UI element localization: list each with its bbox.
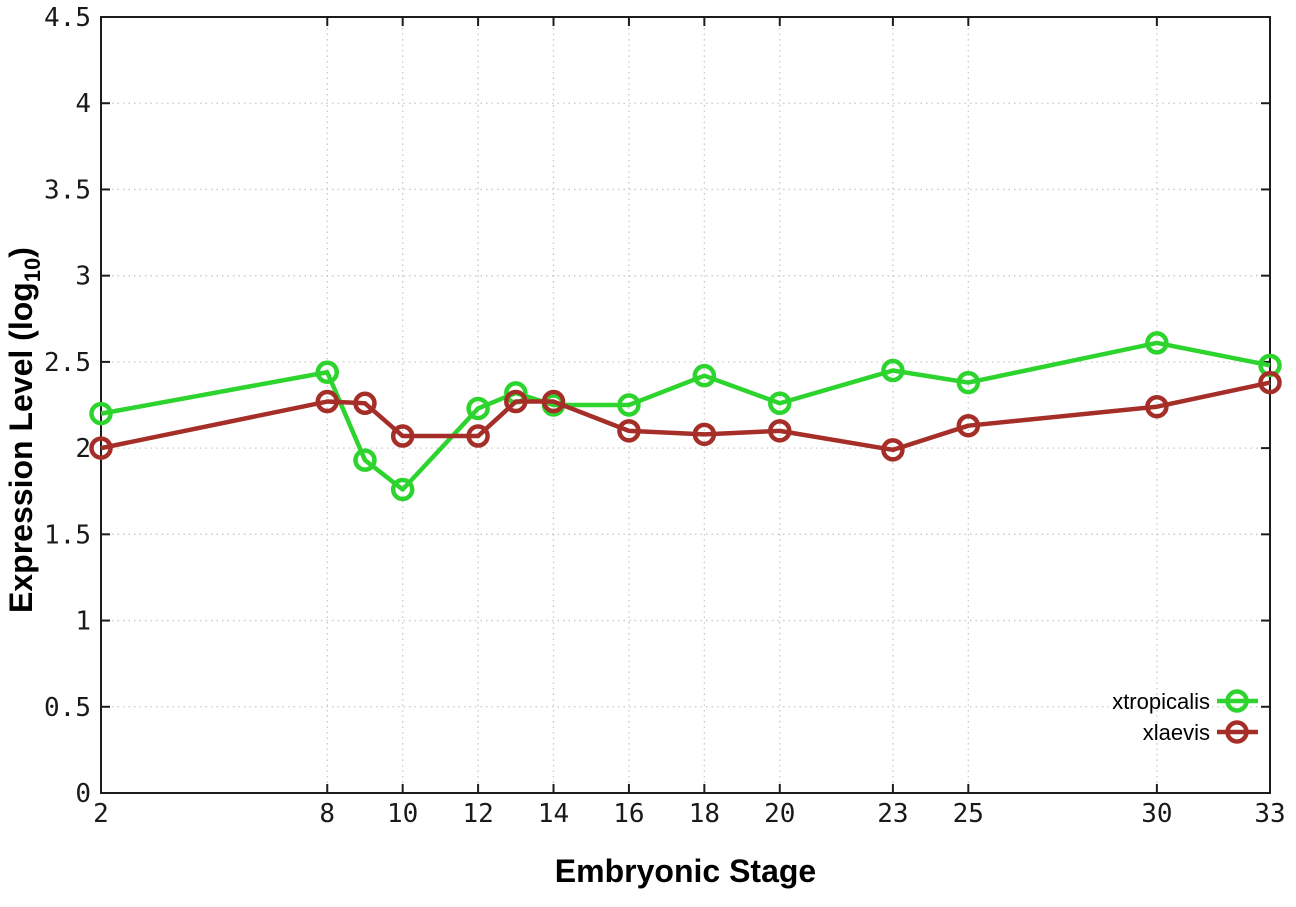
data-point-marker	[390, 477, 415, 502]
x-tick-label: 20	[764, 799, 795, 829]
data-point-marker	[89, 436, 113, 460]
y-tick-label: 0	[75, 779, 91, 809]
y-tick-label: 3	[75, 262, 91, 292]
x-tick-label: 8	[319, 799, 335, 829]
data-point-marker	[541, 389, 566, 414]
x-tick-label: 14	[538, 799, 569, 829]
series-xtropicalis-line	[100, 340, 1271, 492]
y-axis-title-end: )	[3, 247, 39, 258]
data-point-marker	[315, 360, 340, 384]
data-point-marker	[353, 391, 377, 416]
data-point-marker	[315, 389, 340, 414]
x-axis-title: Embryonic Stage	[555, 853, 816, 889]
y-axis-title-subscript: 10	[20, 258, 45, 282]
x-tick-label: 23	[877, 799, 908, 829]
data-point-marker	[881, 438, 905, 462]
data-point-marker	[956, 413, 981, 438]
gridlines	[101, 17, 1270, 793]
plot-border	[100, 16, 1271, 794]
x-tick-label: 18	[689, 799, 720, 829]
y-tick-label: 4	[75, 89, 91, 119]
x-tick-label: 12	[462, 799, 493, 829]
x-tick-label: 25	[953, 799, 984, 829]
data-point-marker	[466, 396, 490, 421]
data-point-marker	[353, 448, 377, 472]
data-point-marker	[390, 424, 415, 448]
y-tick-label: 1	[75, 607, 91, 637]
y-tick-label: 1.5	[44, 520, 91, 550]
x-tick-label: 30	[1141, 799, 1172, 829]
data-point-marker	[504, 389, 528, 414]
tick-marks	[100, 16, 1271, 794]
data-point-marker	[1258, 370, 1282, 395]
legend-marker-icon	[1225, 689, 1249, 713]
data-point-marker	[956, 370, 981, 395]
data-point-marker	[881, 358, 905, 383]
data-point-marker	[617, 419, 641, 443]
y-tick-label: 3.5	[44, 175, 91, 205]
data-point-marker	[768, 419, 792, 443]
x-tick-label: 10	[387, 799, 418, 829]
data-point-marker	[1145, 394, 1169, 419]
y-axis-title-main: Expression Level (log	[3, 282, 39, 613]
data-point-marker	[1145, 331, 1169, 355]
x-tick-label: 2	[93, 799, 109, 829]
y-tick-label: 4.5	[44, 3, 91, 33]
data-point-marker	[617, 393, 641, 417]
y-tick-label: 0.5	[44, 693, 91, 723]
y-tick-label: 2.5	[44, 348, 91, 378]
series-xlaevis	[89, 370, 1282, 462]
series-xlaevis-line	[100, 380, 1271, 453]
legend-label: xlaevis	[1143, 720, 1210, 745]
data-point-marker	[768, 391, 792, 416]
x-tick-label: 16	[613, 799, 644, 829]
legend: xtropicalis xlaevis	[1112, 689, 1258, 745]
data-point-marker	[89, 401, 113, 426]
y-axis-title: Expression Level (log10)	[3, 247, 45, 613]
data-point-marker	[692, 422, 717, 447]
data-point-marker	[692, 363, 717, 388]
legend-marker-icon	[1225, 720, 1249, 744]
y-tick-label: 2	[75, 434, 91, 464]
legend-label: xtropicalis	[1112, 689, 1210, 714]
x-tick-label: 33	[1254, 799, 1285, 829]
series-xtropicalis	[89, 331, 1282, 502]
data-point-marker	[466, 424, 490, 448]
